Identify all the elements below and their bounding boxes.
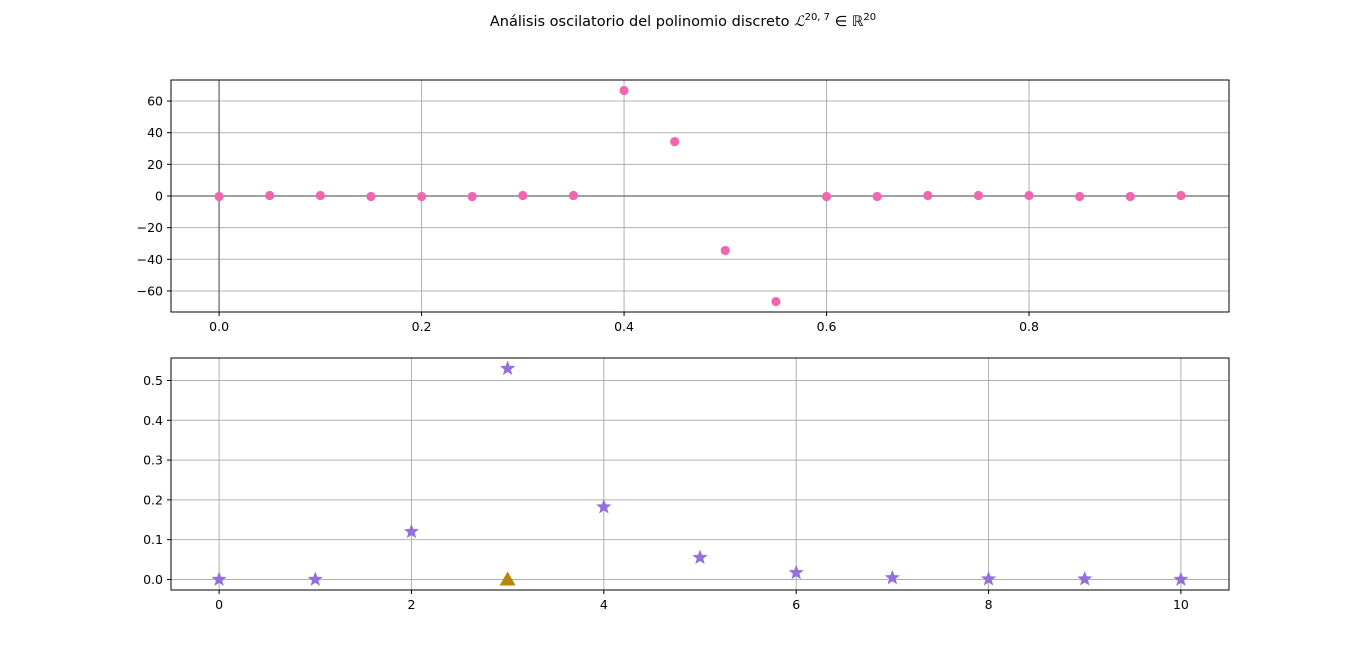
bottom-star-point-10 [1173, 571, 1189, 586]
top-xtick-label-1: 0.2 [412, 319, 432, 334]
bottom-star-point-4 [596, 499, 612, 514]
bottom-star-point-0 [211, 571, 227, 586]
bottom-axes: 0 2 4 6 8 10 0.0 0.1 0.2 0.3 0.4 0.5 [143, 357, 1230, 612]
bottom-star-point-1 [307, 571, 323, 586]
top-point-18 [1125, 191, 1135, 202]
bottom-star-point-7 [884, 569, 900, 585]
bottom-plot-frame [170, 357, 1230, 591]
top-point-8 [619, 85, 629, 96]
bottom-star-point-5 [692, 549, 708, 565]
top-point-1 [265, 190, 275, 201]
top-point-17 [1075, 191, 1085, 202]
top-ytick-label-0: −60 [137, 283, 163, 298]
top-point-3 [366, 191, 376, 202]
bottom-star-point-9 [1077, 571, 1093, 586]
top-xtick-label-2: 0.4 [614, 319, 634, 334]
top-point-0 [214, 191, 224, 202]
title-member-symbol: ∈ [834, 13, 848, 30]
title-superscript-2: 20 [863, 12, 877, 23]
bottom-star-point-3 [500, 360, 516, 376]
top-point-9 [670, 136, 680, 147]
top-axes: 0.0 0.2 0.4 0.6 0.8 −60 −40 −20 0 20 40 60 [137, 79, 1230, 334]
bottom-xtick-label-1: 2 [407, 597, 415, 612]
top-ytick-label-4: 20 [147, 157, 163, 172]
title-prefix: Análisis oscilatorio del polinomio discr… [489, 13, 790, 30]
top-xtick-label-4: 0.8 [1019, 319, 1039, 334]
bottom-ytick-label-2: 0.2 [143, 492, 163, 507]
title-symbol: ℒ [794, 13, 805, 30]
bottom-star-point-8 [980, 571, 997, 586]
figure-title: Análisis oscilatorio del polinomio discr… [0, 12, 1366, 30]
bottom-xtick-label-5: 10 [1173, 597, 1189, 612]
top-xtick-label-3: 0.6 [817, 319, 837, 334]
bottom-xtick-label-4: 8 [985, 597, 993, 612]
top-point-5 [467, 191, 477, 202]
top-point-11 [771, 296, 781, 307]
bottom-xtick-label-3: 6 [792, 597, 800, 612]
top-point-19 [1176, 190, 1186, 201]
bottom-ytick-label-4: 0.4 [143, 413, 163, 428]
top-point-6 [518, 190, 528, 201]
top-point-4 [416, 191, 427, 202]
top-point-7 [568, 190, 579, 201]
top-point-12 [821, 191, 832, 202]
bottom-ytick-label-3: 0.3 [143, 453, 163, 468]
top-ytick-label-3: 0 [155, 189, 163, 204]
top-point-14 [923, 190, 933, 201]
title-space-symbol: ℝ [851, 13, 864, 30]
top-ytick-label-6: 60 [147, 94, 163, 109]
top-point-13 [872, 191, 882, 202]
top-point-10 [720, 245, 730, 256]
bottom-xtick-label-0: 0 [215, 597, 223, 612]
top-point-16 [1024, 190, 1034, 201]
bottom-xtick-label-2: 4 [600, 597, 608, 612]
bottom-ytick-label-0: 0.0 [143, 572, 163, 587]
bottom-star-point-2 [403, 523, 420, 539]
top-ytick-label-1: −40 [137, 252, 163, 267]
top-point-15 [973, 190, 984, 201]
bottom-highlight-triangle [499, 571, 516, 586]
top-point-2 [315, 190, 325, 201]
top-ytick-label-2: −20 [137, 220, 163, 235]
top-xtick-label-0: 0.0 [209, 319, 229, 334]
bottom-ytick-label-1: 0.1 [143, 532, 163, 547]
bottom-ytick-label-5: 0.5 [143, 373, 163, 388]
title-superscript-1: 20, 7 [804, 12, 831, 23]
top-ytick-label-5: 40 [147, 125, 163, 140]
bottom-star-point-6 [788, 564, 804, 580]
